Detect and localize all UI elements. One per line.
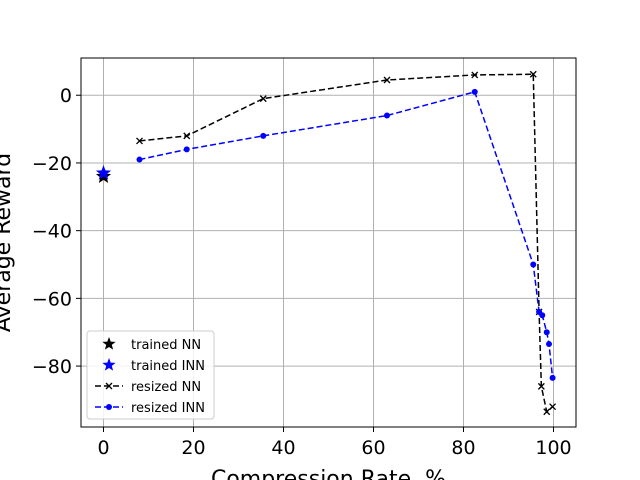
y-tick-label: −20 xyxy=(32,153,72,175)
circle-marker xyxy=(546,341,552,348)
legend-label: trained NN xyxy=(131,338,201,353)
x-marker xyxy=(529,70,537,78)
star-marker xyxy=(95,165,112,180)
circle-marker xyxy=(384,112,390,119)
circle-marker xyxy=(136,156,143,163)
legend: trained NN trained INN resized NN resized I… xyxy=(86,330,215,420)
legend-label: resized NN xyxy=(131,380,201,395)
x-marker xyxy=(105,382,113,390)
x-tick-label: 100 xyxy=(535,437,571,459)
legend-item: trained NN xyxy=(102,337,201,353)
series-resized-nn xyxy=(136,70,557,416)
legend-box xyxy=(86,330,215,420)
legend-label: trained INN xyxy=(131,359,205,374)
circle-marker xyxy=(260,132,267,139)
x-marker xyxy=(543,408,551,416)
circle-marker xyxy=(539,312,546,319)
axis-ticks: 0 20 40 60 80 100 0 −20 −40 −60 −80 xyxy=(32,85,572,459)
x-tick-label: 40 xyxy=(271,437,295,459)
x-tick-label: 0 xyxy=(97,437,109,459)
legend-item: resized NN xyxy=(95,380,201,395)
x-marker xyxy=(136,137,143,145)
y-axis-label: Average Reward xyxy=(0,153,16,332)
circle-marker xyxy=(543,329,550,336)
star-marker xyxy=(102,358,116,371)
series-layer xyxy=(95,70,557,416)
x-marker xyxy=(259,95,267,103)
y-tick-label: −80 xyxy=(32,356,72,378)
y-tick-label: −40 xyxy=(32,221,72,243)
y-tick-label: −60 xyxy=(32,288,72,310)
star-marker xyxy=(102,337,116,350)
circle-marker xyxy=(106,404,112,410)
series-trained-inn xyxy=(95,165,112,180)
series-resized-inn xyxy=(136,88,556,381)
x-axis-label: Compression Rate, % xyxy=(211,467,446,480)
plot-frame xyxy=(80,57,577,428)
legend-label: resized INN xyxy=(131,401,205,416)
x-marker xyxy=(183,132,191,140)
x-marker xyxy=(471,71,479,79)
y-tick-label: 0 xyxy=(60,85,72,107)
x-tick-label: 20 xyxy=(181,437,205,459)
legend-item: trained INN xyxy=(102,358,205,374)
x-marker xyxy=(383,76,391,84)
circle-marker xyxy=(549,374,556,381)
legend-item: resized INN xyxy=(95,401,205,416)
x-tick-label: 60 xyxy=(361,437,385,459)
x-marker xyxy=(537,382,545,390)
circle-marker xyxy=(183,146,190,153)
circle-marker xyxy=(471,88,478,95)
series-line xyxy=(139,73,554,414)
circle-marker xyxy=(530,261,537,268)
x-tick-label: 80 xyxy=(451,437,475,459)
x-marker xyxy=(549,403,557,411)
